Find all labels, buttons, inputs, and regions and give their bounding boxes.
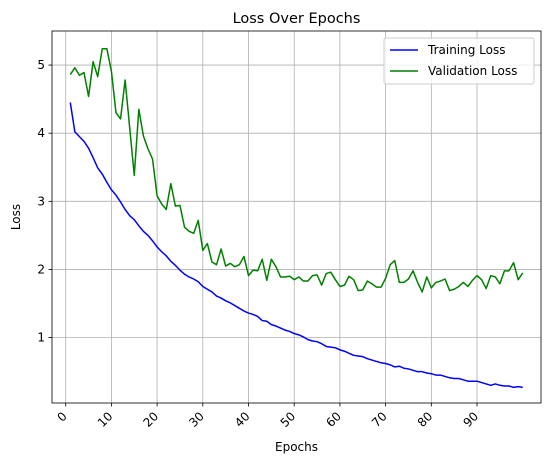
y-tick-label: 3 [37,194,45,208]
legend-label-validation-loss: Validation Loss [428,64,517,78]
series-layer [69,47,524,389]
y-tick-label: 2 [37,262,45,276]
y-tick-label: 5 [37,58,45,72]
y-tick-label: 1 [37,331,45,345]
chart-title: Loss Over Epochs [233,11,361,27]
y-axis-label: Loss [9,204,23,230]
legend: Training Loss Validation Loss [383,37,535,85]
legend-label-training-loss: Training Loss [427,43,505,57]
legend-box [383,37,535,85]
grid [52,31,541,403]
series-line-training-loss [69,102,523,389]
x-axis-label: Epochs [275,440,318,454]
plot-frame [51,30,542,404]
y-tick-label: 4 [37,126,45,140]
series-line-validation-loss [69,47,524,293]
